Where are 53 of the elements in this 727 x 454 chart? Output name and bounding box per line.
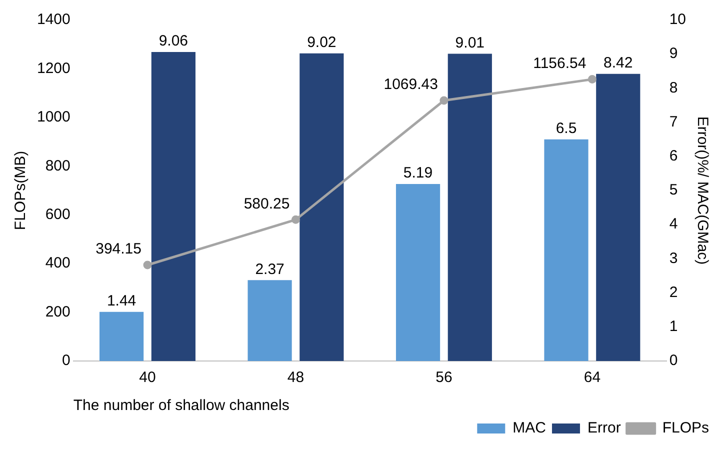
x-tick-label: 56	[436, 369, 452, 386]
y2-tick-label: 2	[669, 284, 678, 301]
y2-tick-label: 4	[669, 216, 678, 233]
y2-tick-label: 10	[669, 11, 686, 28]
y-tick-label: 600	[45, 206, 70, 223]
bar	[448, 54, 492, 361]
y2-tick-label: 0	[669, 352, 678, 370]
y2-tick-label: 9	[669, 45, 678, 62]
y-tick-label: 1400	[36, 11, 70, 28]
x-tick-label: 48	[287, 369, 304, 386]
y2-tick-label: 6	[669, 148, 678, 165]
y-tick-label: 1200	[36, 60, 70, 77]
point	[143, 260, 152, 270]
y-axis-title: FLOPs(MB)	[12, 150, 30, 230]
point	[440, 96, 448, 105]
bar	[248, 280, 292, 361]
y2-tick-label: 5	[669, 182, 678, 199]
data-label: 9.02	[307, 34, 336, 52]
legend-label: MAC	[512, 420, 546, 437]
bar	[596, 74, 640, 361]
data-label: 2.37	[255, 260, 284, 278]
x-tick-label: 40	[139, 369, 156, 386]
data-label: 8.42	[604, 54, 633, 72]
y2-axis-title: Error()%/ MAC(GMac)	[694, 116, 711, 265]
x-tick-label: 64	[584, 369, 601, 386]
y2-tick-label: 3	[669, 250, 678, 267]
y-tick-label: 1000	[36, 108, 70, 126]
bar	[544, 139, 588, 361]
data-label: 394.15	[96, 240, 142, 258]
y2-tick-label: 1	[669, 318, 678, 336]
data-label: 5.19	[403, 164, 433, 182]
bar	[300, 53, 344, 361]
bar	[396, 184, 440, 361]
legend-label: Error	[587, 420, 621, 437]
legend-label: FLOPs	[662, 420, 710, 437]
point	[291, 215, 300, 224]
y-tick-label: 400	[45, 254, 70, 272]
data-label: 6.5	[556, 120, 577, 137]
data-label: 9.01	[455, 34, 485, 52]
data-label: 580.25	[244, 195, 290, 212]
y-tick-label: 0	[62, 352, 70, 370]
y2-tick-label: 8	[669, 79, 678, 96]
data-label: 1.44	[106, 292, 136, 310]
data-label: 1069.43	[384, 76, 438, 94]
data-label: 1156.54	[533, 54, 586, 72]
y-tick-label: 800	[45, 157, 70, 174]
point	[588, 75, 596, 84]
bar	[99, 312, 144, 361]
x-axis-title: The number of shallow channels	[73, 397, 290, 414]
y-tick-label: 200	[45, 303, 70, 320]
y2-tick-label: 7	[669, 113, 678, 130]
bar	[151, 52, 196, 361]
data-label: 9.06	[158, 32, 188, 50]
